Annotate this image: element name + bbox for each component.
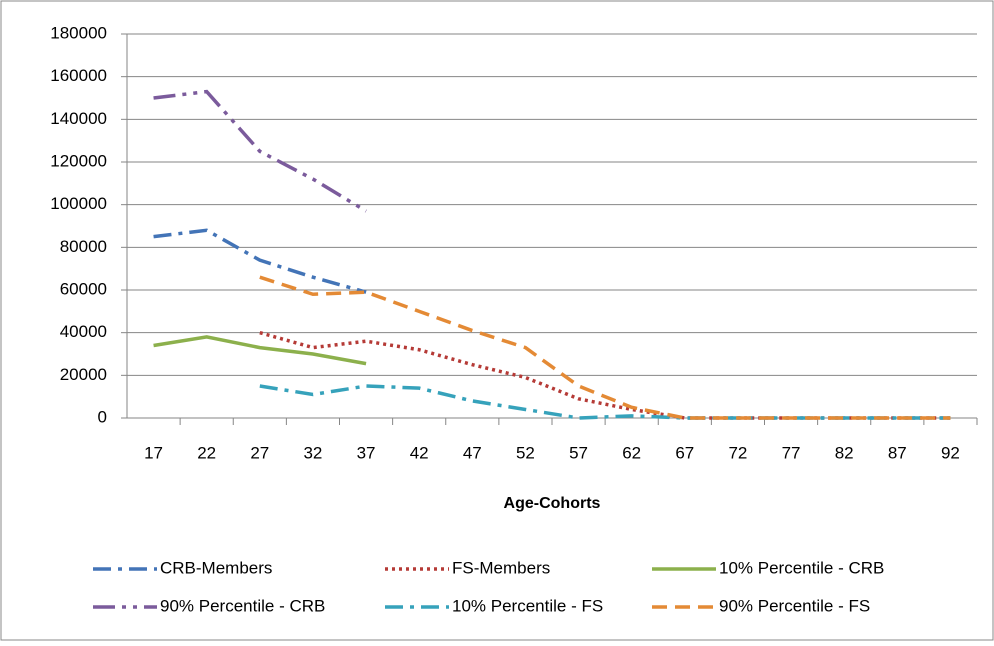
x-tick-label: 87 bbox=[888, 443, 907, 462]
y-tick-label: 100000 bbox=[50, 194, 107, 213]
y-tick-label: 40000 bbox=[60, 322, 107, 341]
legend-label: 90% Percentile - CRB bbox=[160, 596, 325, 615]
x-tick-label: 72 bbox=[728, 443, 747, 462]
x-tick-label: 17 bbox=[144, 443, 163, 462]
series-line bbox=[259, 275, 951, 420]
x-tick-label: 57 bbox=[569, 443, 588, 462]
legend-label: 10% Percentile - CRB bbox=[719, 558, 884, 577]
y-tick-label: 60000 bbox=[60, 279, 107, 298]
y-tick-label: 80000 bbox=[60, 237, 107, 256]
x-tick-label: 42 bbox=[410, 443, 429, 462]
series-line bbox=[153, 89, 367, 213]
x-tick-label: 82 bbox=[835, 443, 854, 462]
y-tick-label: 140000 bbox=[50, 109, 107, 128]
x-tick-label: 67 bbox=[675, 443, 694, 462]
y-tick-label: 180000 bbox=[50, 23, 107, 42]
x-tick-label: 22 bbox=[197, 443, 216, 462]
series-line bbox=[153, 228, 367, 294]
x-tick-label: 92 bbox=[941, 443, 960, 462]
legend-label: 90% Percentile - FS bbox=[719, 596, 870, 615]
x-tick-label: 77 bbox=[782, 443, 801, 462]
legend-label: FS-Members bbox=[452, 558, 550, 577]
series-line bbox=[153, 335, 367, 366]
legend-label: CRB-Members bbox=[160, 558, 272, 577]
x-tick-label: 52 bbox=[516, 443, 535, 462]
legend-label: 10% Percentile - FS bbox=[452, 596, 603, 615]
y-tick-label: 20000 bbox=[60, 365, 107, 384]
x-tick-label: 32 bbox=[303, 443, 322, 462]
y-tick-label: 0 bbox=[98, 407, 107, 426]
x-tick-label: 37 bbox=[357, 443, 376, 462]
y-tick-label: 160000 bbox=[50, 66, 107, 85]
x-tick-label: 62 bbox=[622, 443, 641, 462]
x-tick-label: 47 bbox=[463, 443, 482, 462]
x-axis-title: Age-Cohorts bbox=[504, 495, 601, 512]
x-tick-label: 27 bbox=[250, 443, 269, 462]
y-tick-label: 120000 bbox=[50, 151, 107, 170]
